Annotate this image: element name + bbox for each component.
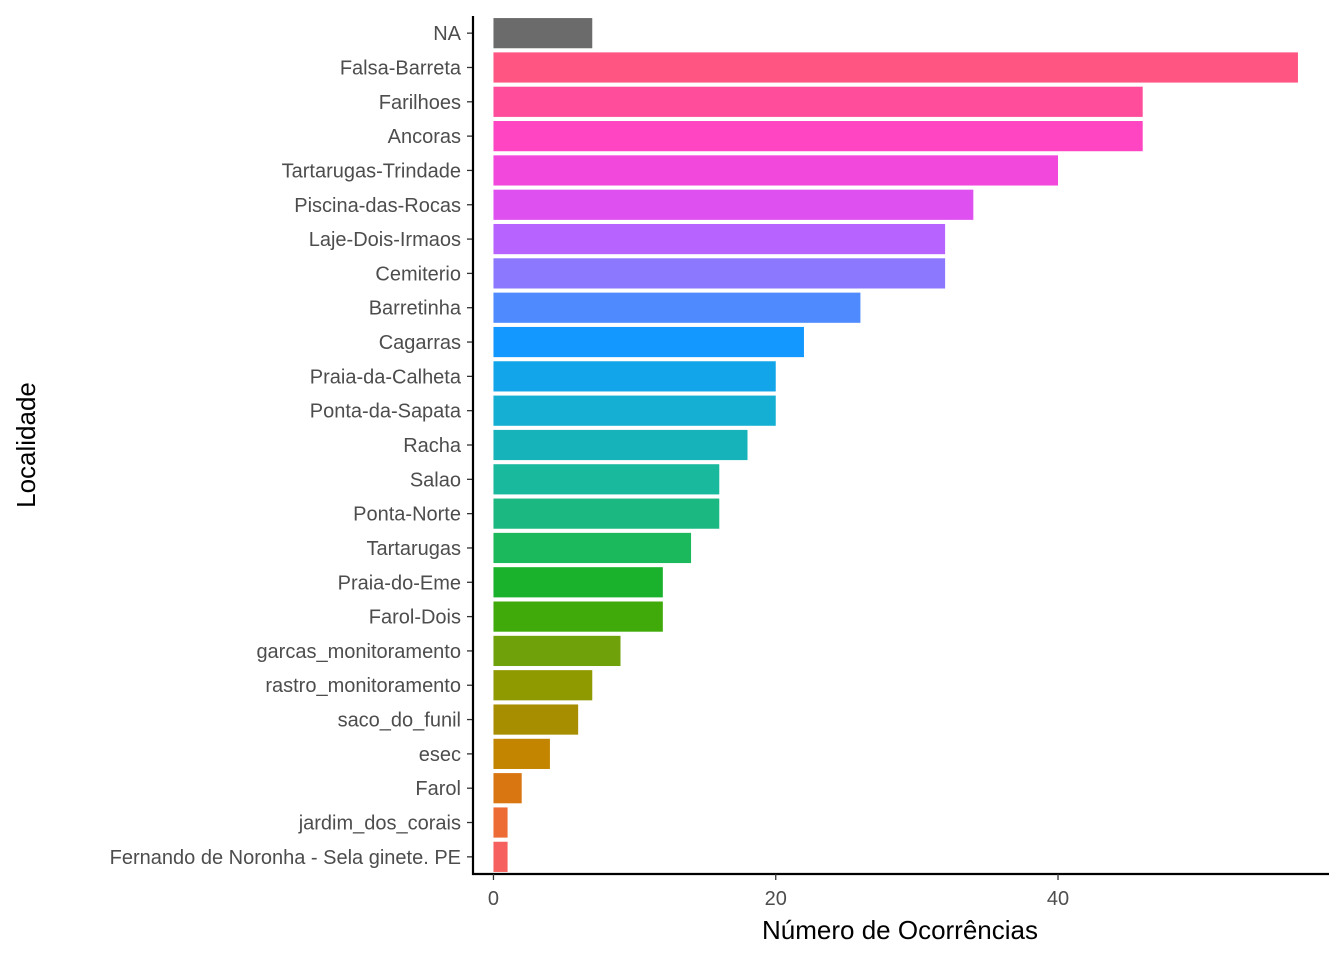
- bar: [493, 223, 946, 255]
- y-tick-label: rastro_monitoramento: [265, 675, 461, 697]
- y-tick-label: jardim_dos_corais: [298, 813, 461, 835]
- y-tick-label: Cemiterio: [375, 263, 461, 285]
- bar: [493, 635, 621, 667]
- y-tick-label: Farol-Dois: [369, 607, 461, 629]
- x-axis-title: Número de Ocorrências: [762, 915, 1038, 945]
- bar: [493, 601, 663, 632]
- y-tick-label: Racha: [403, 435, 462, 457]
- y-tick-label: Falsa-Barreta: [340, 57, 462, 79]
- bar: [493, 841, 508, 872]
- y-tick-label: Farol: [415, 778, 461, 800]
- y-tick-label: Ponta-Norte: [353, 504, 461, 526]
- y-tick-label: Fernando de Noronha - Sela ginete. PE: [110, 847, 461, 869]
- y-tick-label: Piscina-das-Rocas: [294, 195, 461, 217]
- y-tick-label: Farilhoes: [379, 92, 461, 114]
- y-tick-label: Ponta-da-Sapata: [310, 401, 462, 423]
- bar: [493, 52, 1298, 83]
- bar: [493, 498, 720, 529]
- bar: [493, 567, 663, 598]
- bar: [493, 189, 974, 220]
- y-tick-label: Ancoras: [388, 126, 461, 148]
- y-tick-label: Praia-do-Eme: [338, 572, 461, 594]
- bar: [493, 395, 776, 426]
- bar: [493, 464, 720, 495]
- y-tick-label: Praia-da-Calheta: [310, 366, 462, 388]
- y-axis-title: Localidade: [11, 382, 41, 508]
- y-tick-label: Cagarras: [379, 332, 461, 354]
- y-tick-label: Laje-Dois-Irmaos: [309, 229, 461, 251]
- y-tick-label: esec: [419, 744, 461, 766]
- y-tick-label: Salao: [410, 469, 461, 491]
- bar: [493, 121, 1143, 152]
- bar: [493, 670, 593, 701]
- x-tick-label: 0: [488, 888, 499, 910]
- bar: [493, 704, 579, 735]
- x-axis: 0 20 40: [472, 872, 1329, 910]
- bar: [493, 807, 508, 838]
- y-tick-label: NA: [433, 23, 461, 45]
- bar: [493, 86, 1143, 117]
- y-tick-label: saco_do_funil: [338, 710, 461, 732]
- bar: [493, 258, 946, 289]
- y-tick-label: garcas_monitoramento: [256, 641, 461, 663]
- bar: [493, 292, 861, 323]
- y-axis: NA Falsa-Barreta Farilhoes Ancoras Tartaruga…: [110, 16, 475, 875]
- bar: [493, 326, 804, 358]
- bar: [493, 18, 593, 49]
- bar: [493, 532, 692, 564]
- bars-group: [493, 18, 1298, 872]
- bar: [493, 773, 522, 804]
- y-tick-label: Barretinha: [369, 298, 462, 320]
- y-tick-label: Tartarugas-Trindade: [282, 160, 461, 182]
- bar: [493, 155, 1059, 186]
- x-tick-label: 40: [1047, 888, 1069, 910]
- bar: [493, 738, 550, 769]
- x-tick-label: 20: [765, 888, 787, 910]
- bar: [493, 429, 748, 461]
- y-tick-label: Tartarugas: [367, 538, 462, 560]
- bar: [493, 361, 776, 392]
